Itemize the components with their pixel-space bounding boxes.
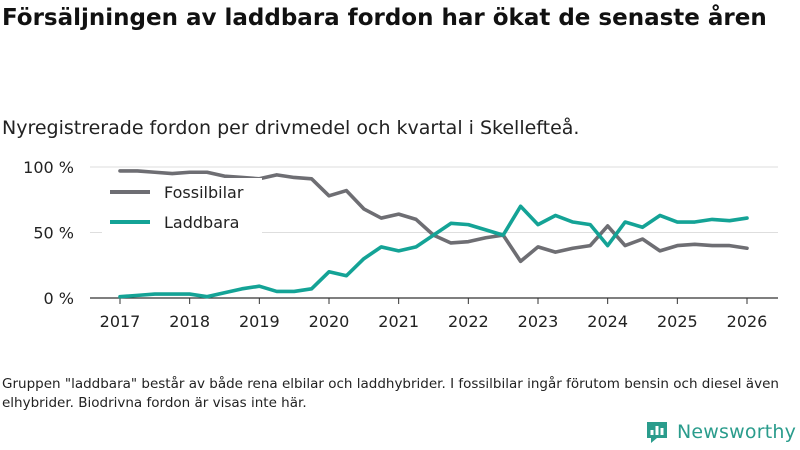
series-lines: [118, 169, 749, 299]
x-tick-label: 2022: [448, 312, 489, 331]
bar-chart-bubble-icon: [647, 422, 667, 443]
series-line-laddbara: [118, 204, 749, 299]
y-tick-label: 0 %: [44, 289, 74, 308]
x-tick-label: 2025: [657, 312, 698, 331]
line-chart: 0 % 50 % 100 % 2017 2018 2019 2020 2021 2022 2023…: [23, 158, 778, 331]
legend-label: Laddbara: [164, 213, 239, 232]
x-tick-label: 2017: [100, 312, 141, 331]
newsworthy-brand[interactable]: Newsworthy: [645, 420, 796, 444]
axes: 0 % 50 % 100 % 2017 2018 2019 2020 2021 2022 2023…: [23, 158, 767, 331]
x-tick-label: 2024: [587, 312, 628, 331]
chart-subtitle: Nyregistrerade fordon per drivmedel och …: [2, 117, 580, 139]
chart-title: Försäljningen av laddbara fordon har öka…: [2, 5, 767, 31]
legend-background: [102, 178, 262, 236]
brand-name: Newsworthy: [677, 421, 797, 443]
x-tick-label: 2026: [727, 312, 768, 331]
x-tick-label: 2021: [378, 312, 419, 331]
legend-label: Fossilbilar: [164, 183, 244, 202]
y-tick-label: 50 %: [33, 224, 74, 243]
x-tick-label: 2019: [239, 312, 280, 331]
legend: Fossilbilar Laddbara: [102, 178, 262, 236]
y-tick-label: 100 %: [23, 158, 74, 177]
x-tick-label: 2023: [518, 312, 559, 331]
x-tick-label: 2020: [309, 312, 350, 331]
footnote: Gruppen "laddbara" består av både rena e…: [2, 376, 779, 411]
x-tick-label: 2018: [169, 312, 210, 331]
